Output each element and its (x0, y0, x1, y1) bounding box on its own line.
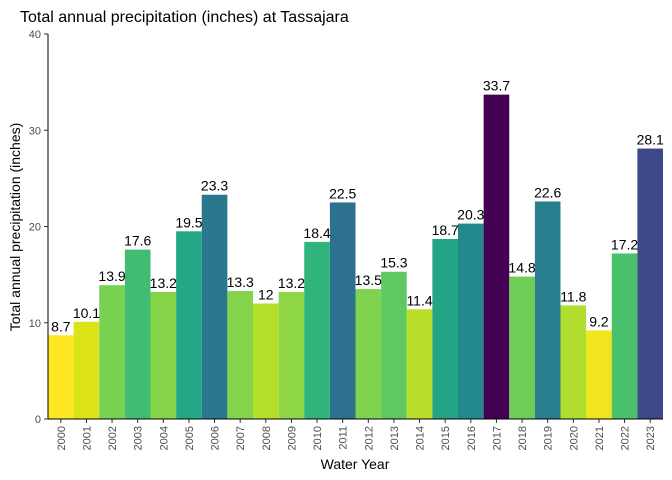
bar-2007 (227, 290, 254, 419)
x-tick-label-2020: 2020 (568, 426, 580, 450)
bar-2016 (458, 223, 484, 419)
x-tick-label-2017: 2017 (491, 426, 503, 450)
chart-title: Total annual precipitation (inches) at T… (20, 9, 349, 26)
x-tick-label-2009: 2009 (286, 426, 298, 450)
bar-2014 (406, 309, 433, 419)
data-label-2017: 33.7 (483, 78, 510, 94)
y-axis-title: Total annual precipitation (inches) (7, 123, 23, 332)
bar-2018 (509, 276, 535, 419)
y-tick-label-30: 30 (29, 125, 41, 137)
data-label-2000: 8.7 (51, 318, 71, 334)
bar-2013 (381, 271, 407, 419)
bar-2019 (534, 201, 561, 419)
data-label-2007: 13.3 (227, 274, 254, 290)
bar-2011 (329, 202, 356, 419)
x-tick-label-2015: 2015 (440, 426, 452, 450)
y-tick-label-0: 0 (35, 414, 41, 426)
y-axis: 0 10 20 30 40 (29, 29, 49, 426)
bar-2002 (99, 285, 125, 419)
x-tick-label-2001: 2001 (81, 426, 93, 450)
x-tick-label-2014: 2014 (415, 426, 427, 450)
x-axis: 2000 2001 2002 2003 2004 2005 2006 2007 2008 2009… (48, 418, 663, 450)
bar-2015 (432, 239, 459, 419)
x-tick-label-2000: 2000 (56, 426, 68, 450)
x-tick-label-2022: 2022 (620, 426, 632, 450)
x-axis-title: Water Year (321, 456, 390, 472)
data-label-2014: 11.4 (406, 292, 432, 308)
x-tick-label-2013: 2013 (389, 426, 401, 450)
data-label-2021: 9.2 (589, 313, 609, 329)
data-label-2002: 13.9 (98, 268, 125, 284)
x-tick-label-2010: 2010 (312, 426, 324, 450)
bar-2008 (253, 303, 279, 419)
data-label-2018: 14.8 (508, 260, 535, 276)
data-label-2016: 20.3 (457, 207, 484, 223)
x-tick-label-2007: 2007 (235, 426, 247, 450)
data-label-2023: 28.1 (637, 132, 664, 148)
bar-2005 (176, 231, 202, 419)
x-tick-label-2005: 2005 (184, 426, 196, 450)
x-tick-label-2006: 2006 (210, 426, 222, 450)
bar-2012 (355, 289, 382, 419)
x-tick-label-2002: 2002 (107, 426, 119, 450)
x-tick-label-2021: 2021 (594, 426, 606, 450)
data-label-2006: 23.3 (201, 178, 228, 194)
data-label-2019: 22.6 (534, 184, 561, 200)
bar-2001 (73, 321, 100, 419)
bar-2020 (560, 305, 587, 419)
data-label-2020: 11.8 (560, 288, 586, 304)
bar-2010 (304, 241, 330, 419)
x-tick-label-2016: 2016 (466, 426, 478, 450)
y-tick-label-40: 40 (29, 29, 41, 41)
x-tick-label-2003: 2003 (133, 426, 145, 450)
data-label-2012: 13.5 (355, 272, 382, 288)
bars-group (48, 94, 664, 420)
data-label-2009: 13.2 (278, 275, 305, 291)
data-label-2010: 18.4 (303, 225, 330, 241)
data-label-2001: 10.1 (73, 305, 100, 321)
data-label-2015: 18.7 (432, 222, 459, 238)
data-label-2011: 22.5 (329, 185, 356, 201)
data-labels-group: 8.710.113.917.613.219.523.313.31213.218.… (51, 78, 664, 335)
x-tick-label-2004: 2004 (158, 426, 170, 450)
data-label-2003: 17.6 (124, 233, 151, 249)
bar-2017 (483, 94, 510, 419)
data-label-2013: 15.3 (380, 255, 407, 271)
data-label-2004: 13.2 (150, 275, 177, 291)
bar-2003 (124, 249, 151, 419)
bar-2022 (611, 253, 638, 419)
bar-2021 (586, 330, 612, 419)
bar-2000 (48, 335, 74, 419)
x-tick-label-2012: 2012 (363, 426, 375, 450)
x-tick-label-2023: 2023 (645, 426, 657, 450)
bar-2009 (278, 291, 305, 419)
data-label-2022: 17.2 (611, 236, 638, 252)
data-label-2005: 19.5 (175, 214, 202, 230)
data-label-2008: 12 (258, 287, 274, 303)
x-tick-label-2018: 2018 (517, 426, 529, 450)
x-tick-label-2011: 2011 (338, 426, 350, 450)
bar-2004 (150, 291, 177, 419)
bar-2023 (637, 148, 664, 420)
y-tick-label-20: 20 (29, 222, 41, 234)
y-tick-label-10: 10 (29, 318, 41, 330)
bar-2006 (201, 194, 228, 419)
x-tick-label-2008: 2008 (261, 426, 273, 450)
x-tick-label-2019: 2019 (543, 426, 555, 450)
